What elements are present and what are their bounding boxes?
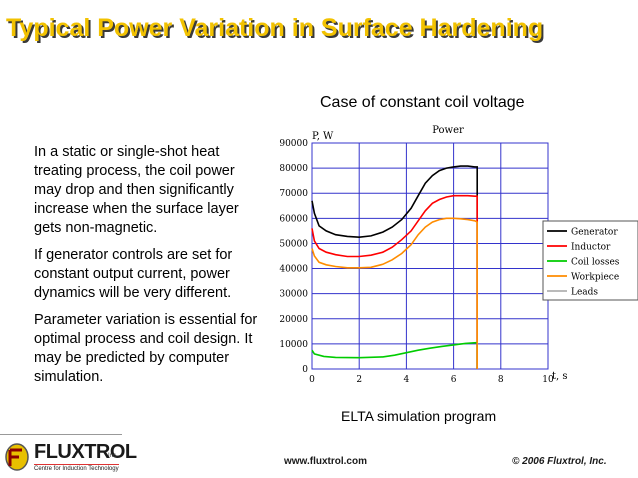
- body-text: In a static or single-shot heat treating…: [34, 143, 266, 395]
- x-tick-label: 2: [356, 375, 362, 385]
- legend-label: Leads: [571, 288, 598, 298]
- y-tick-label: 10000: [279, 340, 308, 350]
- legend-label: Inductor: [571, 243, 611, 253]
- y-tick-label: 90000: [279, 139, 308, 149]
- y-axis-label: P, W: [312, 131, 334, 142]
- fluxtrol-logo-icon: [5, 443, 29, 471]
- y-tick-label: 30000: [279, 290, 308, 300]
- y-tick-label: 70000: [279, 189, 308, 199]
- x-tick-label: 10: [542, 375, 554, 385]
- footer-divider: [0, 434, 122, 435]
- slide-title: Typical Power Variation in Surface Harde…: [6, 14, 544, 42]
- logo-inc: Inc.: [108, 453, 118, 459]
- series-line-generator: [311, 165, 478, 369]
- paragraph-1: In a static or single-shot heat treating…: [34, 144, 239, 236]
- logo-tagline: Centre for Induction Technology: [34, 464, 119, 472]
- x-tick-label: 4: [404, 375, 410, 385]
- chart-caption: ELTA simulation program: [341, 408, 497, 424]
- y-tick-label: 40000: [279, 265, 308, 275]
- x-tick-label: 6: [451, 375, 457, 385]
- x-tick-label: 8: [498, 375, 504, 385]
- y-tick-label: 50000: [279, 239, 308, 249]
- y-tick-label: 0: [302, 365, 308, 375]
- x-tick-label: 0: [309, 375, 315, 385]
- y-tick-label: 20000: [279, 315, 308, 325]
- logo-name: FLUXTROL: [34, 441, 137, 463]
- power-chart-svg: Power P, W t, s 0 10000 20000 30000 40000 500…: [279, 125, 638, 385]
- y-tick-label: 80000: [279, 164, 308, 174]
- series-line-coil-losses: [311, 341, 478, 369]
- x-axis-label: t, s: [552, 371, 568, 382]
- series-line-inductor: [311, 194, 478, 369]
- power-chart: Power P, W t, s 0 10000 20000 30000 40000 500…: [276, 118, 638, 400]
- paragraph-2: If generator controls are set for consta…: [34, 247, 233, 301]
- series-line-workpiece: [311, 217, 478, 369]
- y-tick-label: 60000: [279, 214, 308, 224]
- chart-title: Power: [432, 125, 464, 136]
- fluxtrol-logo: FLUXTROL Inc. Centre for Induction Techn…: [4, 440, 137, 474]
- chart-subtitle: Case of constant coil voltage: [320, 94, 525, 111]
- legend-label: Generator: [571, 228, 618, 238]
- footer-url[interactable]: www.fluxtrol.com: [284, 456, 367, 467]
- footer-copyright: © 2006 Fluxtrol, Inc.: [512, 456, 607, 467]
- legend-label: Coil losses: [571, 258, 620, 268]
- paragraph-3: Parameter variation is essential for opt…: [34, 312, 258, 385]
- legend-label: Workpiece: [571, 273, 619, 283]
